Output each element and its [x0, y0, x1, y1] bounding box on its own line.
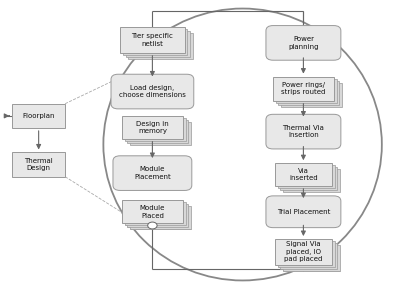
- FancyBboxPatch shape: [122, 116, 183, 139]
- FancyBboxPatch shape: [125, 118, 186, 141]
- FancyBboxPatch shape: [111, 74, 194, 109]
- Text: Power rings/
strips routed: Power rings/ strips routed: [281, 82, 325, 95]
- Text: Load design,
choose dimensions: Load design, choose dimensions: [119, 85, 186, 98]
- FancyBboxPatch shape: [128, 120, 188, 143]
- FancyBboxPatch shape: [278, 241, 335, 267]
- Text: Thermal Via
Insertion: Thermal Via Insertion: [282, 125, 324, 138]
- FancyBboxPatch shape: [280, 243, 337, 269]
- FancyBboxPatch shape: [125, 202, 186, 225]
- FancyBboxPatch shape: [128, 33, 193, 59]
- FancyBboxPatch shape: [123, 29, 188, 55]
- FancyBboxPatch shape: [275, 239, 332, 265]
- FancyBboxPatch shape: [275, 163, 332, 186]
- FancyBboxPatch shape: [266, 196, 341, 228]
- Text: Module
Placed: Module Placed: [140, 205, 165, 218]
- Text: Design in
memory: Design in memory: [136, 121, 169, 134]
- Text: Via
inserted: Via inserted: [289, 168, 318, 181]
- FancyBboxPatch shape: [273, 77, 334, 101]
- FancyBboxPatch shape: [266, 25, 341, 60]
- FancyBboxPatch shape: [113, 156, 192, 190]
- FancyBboxPatch shape: [130, 122, 191, 145]
- FancyBboxPatch shape: [283, 245, 340, 271]
- FancyBboxPatch shape: [283, 169, 340, 192]
- FancyBboxPatch shape: [280, 167, 337, 190]
- Ellipse shape: [103, 9, 382, 280]
- Text: Floorplan: Floorplan: [23, 113, 55, 119]
- FancyBboxPatch shape: [12, 104, 65, 128]
- FancyBboxPatch shape: [130, 206, 191, 229]
- Text: Thermal
Design: Thermal Design: [24, 158, 53, 171]
- FancyBboxPatch shape: [120, 27, 185, 53]
- Text: Module
Placement: Module Placement: [134, 166, 171, 180]
- Text: Trial Placement: Trial Placement: [277, 209, 330, 215]
- Circle shape: [148, 222, 157, 229]
- FancyBboxPatch shape: [281, 83, 342, 107]
- FancyBboxPatch shape: [122, 200, 183, 223]
- FancyBboxPatch shape: [126, 31, 190, 57]
- Text: Tier specific
netlist: Tier specific netlist: [132, 33, 173, 47]
- FancyBboxPatch shape: [128, 204, 188, 227]
- FancyBboxPatch shape: [278, 165, 335, 188]
- FancyBboxPatch shape: [12, 152, 65, 177]
- Text: Signal Via
placed, IO
pad placed: Signal Via placed, IO pad placed: [284, 241, 323, 262]
- FancyBboxPatch shape: [278, 81, 339, 105]
- Text: Power
planning: Power planning: [288, 36, 319, 50]
- FancyBboxPatch shape: [266, 114, 341, 149]
- FancyBboxPatch shape: [276, 79, 337, 103]
